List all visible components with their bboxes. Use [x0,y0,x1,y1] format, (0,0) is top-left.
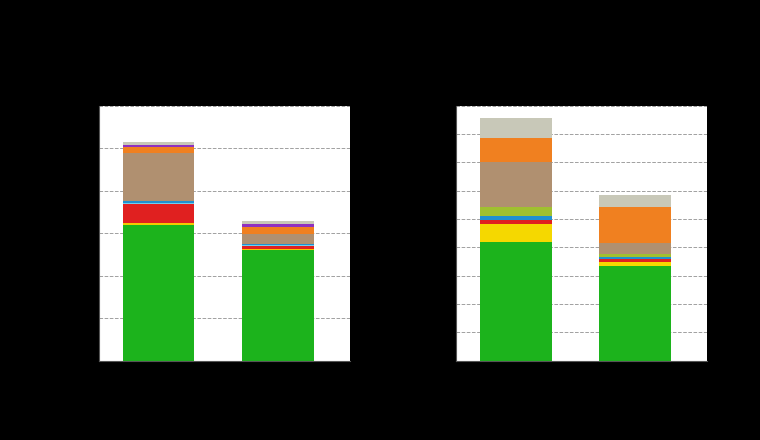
Bar [600,195,671,207]
Text: Benthal Abundanz: Benthal Abundanz [99,86,227,99]
Bar [122,147,195,153]
Bar [480,118,552,138]
Bar [480,220,552,224]
Text: Benthal Biomasse: Benthal Biomasse [456,86,581,99]
Bar [600,266,671,361]
Bar [600,254,671,257]
Bar [480,224,552,242]
Y-axis label: Durchschnittliche Individuenzahl pro Netz: Durchschnittliche Individuenzahl pro Net… [59,124,68,342]
Y-axis label: Durchschnittlicher Biomasseanteil pro Netz [g]: Durchschnittlicher Biomasseanteil pro Ne… [409,111,419,356]
Bar [122,153,195,201]
Bar [122,204,195,223]
Bar [242,224,314,227]
Bar [242,249,314,250]
Bar [122,142,195,145]
Bar [480,138,552,162]
Bar [122,223,195,225]
Bar [242,221,314,224]
Bar [242,234,314,244]
Bar [480,216,552,220]
Bar [480,162,552,207]
Bar [600,259,671,261]
Bar [242,245,314,246]
Bar [242,244,314,245]
Bar [480,242,552,361]
Bar [122,145,195,147]
Bar [242,250,314,361]
Bar [122,202,195,204]
Bar [242,227,314,234]
Bar [122,201,195,202]
Bar [600,261,671,266]
Bar [600,207,671,243]
Bar [122,225,195,361]
Bar [600,243,671,254]
Legend: Sonstige, Laube/Ukelei, Rotauge, Kaulbarsch, Hasel, Güster, Stichling, Brachse, : Sonstige, Laube/Ukelei, Rotauge, Kaulbar… [521,106,608,221]
Bar [242,246,314,249]
Bar [480,207,552,216]
Bar [600,257,671,259]
